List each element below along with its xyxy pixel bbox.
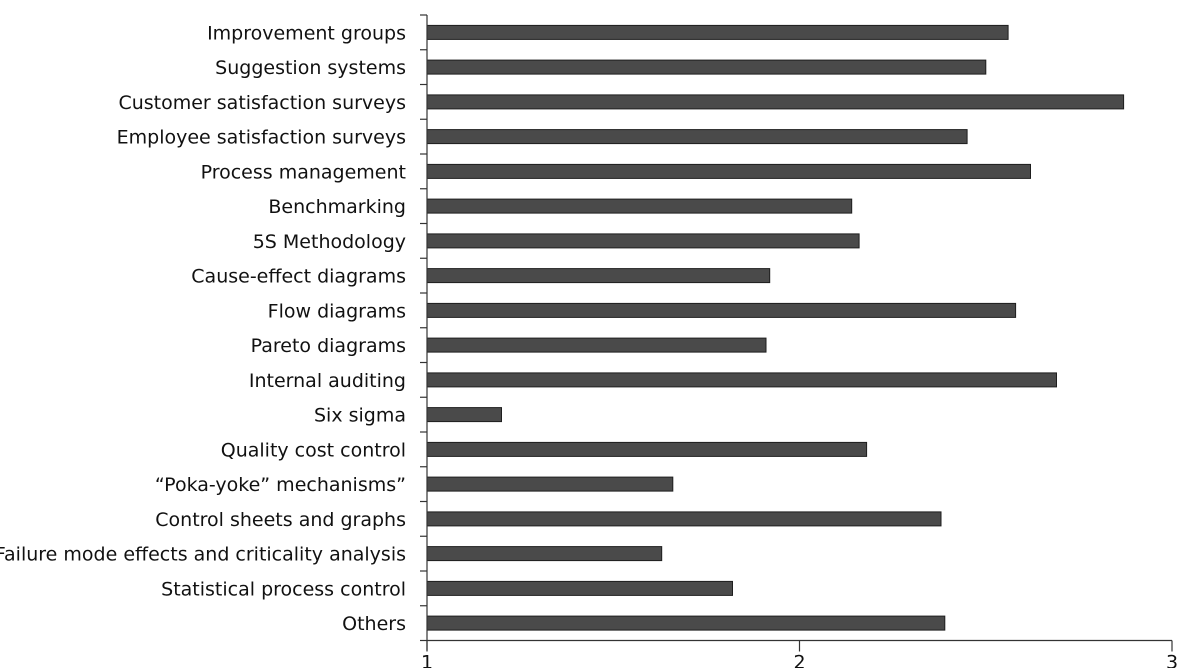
- category-label: Others: [342, 613, 406, 635]
- bar: [426, 268, 771, 284]
- bar: [426, 407, 502, 423]
- category-label: Customer satisfaction surveys: [118, 92, 406, 114]
- category-label: Employee satisfaction surveys: [117, 127, 406, 149]
- bar: [426, 546, 663, 562]
- category-label: Benchmarking: [268, 196, 406, 218]
- category-labels: Improvement groups Suggestion systems Cust…: [0, 22, 406, 635]
- bar: [426, 580, 733, 596]
- bar: [426, 94, 1125, 110]
- bar: [426, 476, 674, 492]
- category-label: Pareto diagrams: [251, 335, 406, 357]
- category-label: Six sigma: [314, 405, 406, 427]
- bar: [426, 615, 946, 631]
- category-label: Cause-effect diagrams: [191, 266, 406, 288]
- bar: [426, 24, 1009, 40]
- category-label: Suggestion systems: [215, 57, 406, 79]
- category-label: Failure mode effects and criticality ana…: [0, 544, 406, 566]
- axes: 1 2 3: [420, 14, 1178, 668]
- bar: [426, 163, 1031, 179]
- category-label: Quality cost control: [221, 439, 406, 461]
- category-label: 5S Methodology: [253, 231, 406, 253]
- category-label: “Poka-yoke” mechanisms”: [155, 474, 406, 496]
- bar: [426, 129, 968, 145]
- category-label: Flow diagrams: [268, 300, 406, 322]
- bar: [426, 233, 860, 249]
- bar: [426, 441, 868, 457]
- bar: [426, 372, 1057, 388]
- category-label: Process management: [201, 161, 406, 183]
- bar: [426, 511, 942, 527]
- bar-group: [426, 24, 1125, 631]
- bar: [426, 337, 767, 353]
- x-tick-label: 1: [421, 652, 433, 668]
- x-tick-label: 3: [1166, 652, 1178, 668]
- category-label: Statistical process control: [161, 578, 406, 600]
- bar: [426, 302, 1017, 318]
- category-label: Control sheets and graphs: [155, 509, 406, 531]
- bar: [426, 198, 853, 214]
- category-label: Internal auditing: [249, 370, 406, 392]
- category-label: Improvement groups: [207, 22, 406, 44]
- x-tick-label: 2: [793, 652, 805, 668]
- bar: [426, 59, 987, 75]
